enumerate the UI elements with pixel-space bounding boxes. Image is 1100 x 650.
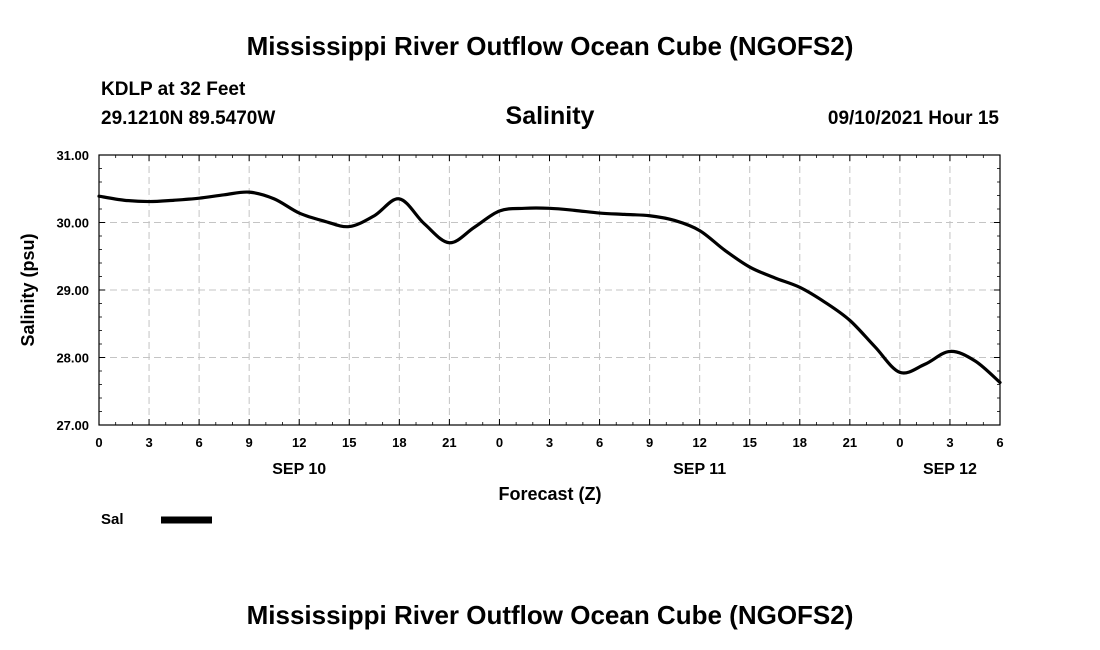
x-tick-labels: 0 3 6 9 12 15 18 21 0 3 6 9 12 15 18 21 0 3 6 (95, 435, 1003, 450)
x-tick-label: 21 (843, 435, 857, 450)
x-tick-label: 0 (896, 435, 903, 450)
axis-ticks (98, 154, 1001, 426)
x-tick-label: 3 (145, 435, 152, 450)
y-tick-labels: 27.00 28.00 29.00 30.00 31.00 (56, 148, 89, 433)
x-tick-label: 18 (793, 435, 807, 450)
x-tick-label: 6 (195, 435, 202, 450)
x-tick-label: 12 (292, 435, 306, 450)
y-tick-label: 27.00 (56, 418, 89, 433)
location-label: 29.1210N 89.5470W (101, 108, 275, 129)
grid-lines (99, 155, 1000, 425)
y-tick-label: 28.00 (56, 351, 89, 366)
series-group (97, 190, 1002, 385)
series-line-sal (97, 190, 1002, 385)
x-axis-label: Forecast (Z) (498, 484, 601, 504)
x-tick-label: 15 (342, 435, 356, 450)
y-tick-label: 31.00 (56, 148, 89, 163)
x-tick-label: 0 (95, 435, 102, 450)
station-label: KDLP at 32 Feet (101, 79, 246, 100)
legend-label: Sal (101, 511, 124, 528)
x-date-label: SEP 10 (272, 461, 326, 478)
figure-title-bottom: Mississippi River Outflow Ocean Cube (NG… (247, 600, 854, 630)
x-tick-label: 9 (646, 435, 653, 450)
x-tick-label: 12 (692, 435, 706, 450)
y-tick-label: 30.00 (56, 216, 89, 231)
x-tick-label: 3 (946, 435, 953, 450)
x-tick-label: 0 (496, 435, 503, 450)
x-tick-label: 6 (596, 435, 603, 450)
x-tick-label: 18 (392, 435, 406, 450)
x-tick-label: 3 (546, 435, 553, 450)
x-tick-label: 9 (246, 435, 253, 450)
x-tick-label: 21 (442, 435, 456, 450)
x-date-label: SEP 11 (673, 461, 726, 478)
chart-title: Salinity (506, 102, 595, 130)
x-tick-label: 6 (996, 435, 1003, 450)
figure-title-top: Mississippi River Outflow Ocean Cube (NG… (247, 31, 854, 61)
date-labels: SEP 10 SEP 11 SEP 12 (272, 461, 977, 478)
run-time-label: 09/10/2021 Hour 15 (828, 108, 1000, 129)
y-axis-label: Salinity (psu) (18, 233, 38, 346)
y-tick-label: 29.00 (56, 283, 89, 298)
x-date-label: SEP 12 (923, 461, 977, 478)
x-tick-label: 15 (742, 435, 756, 450)
